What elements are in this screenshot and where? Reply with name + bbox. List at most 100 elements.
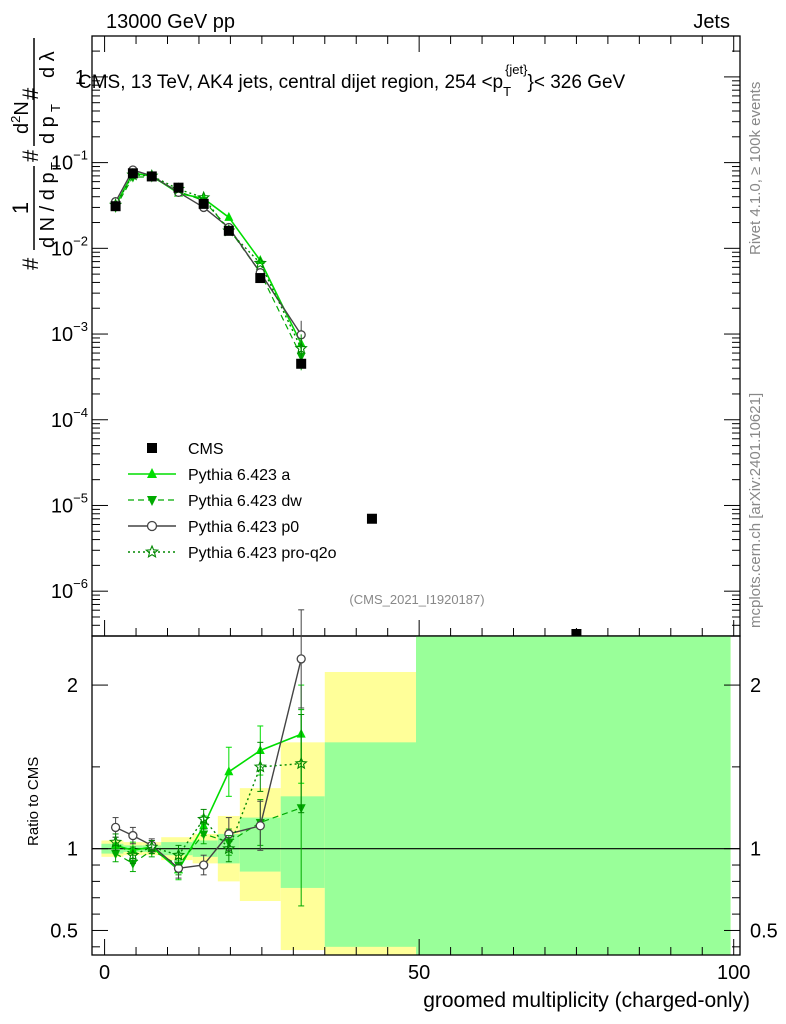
point-cms <box>146 171 157 182</box>
point-cms <box>173 182 184 193</box>
bottom-frame <box>91 635 741 956</box>
ylabel-hash-1: # <box>18 257 43 270</box>
point-cms <box>571 629 582 639</box>
legend: CMS Pythia 6.423 a Pythia 6.423 dw Pythia 6… <box>128 441 337 562</box>
ratio-point-proq2o <box>222 841 236 855</box>
ratio-point-a <box>224 766 234 776</box>
point-cms <box>127 168 138 179</box>
svg-text:T: T <box>48 162 63 170</box>
ylabel-dlam: d λ <box>37 51 59 78</box>
svg-text:d λ: d λ <box>37 51 59 78</box>
xtick-label: 50 <box>408 962 430 984</box>
top-ytick-label: 10−6 <box>51 576 88 603</box>
ratio-point-p0 <box>110 822 121 833</box>
title-main: CMS, 13 TeV, AK4 jets, central dijet reg… <box>78 72 503 93</box>
ratio-plot-panel: 0.5 0.5 1 1 2 2 0 50 100 <box>50 609 778 984</box>
ratio-ytick-label: 1 <box>67 839 78 861</box>
ylabel-t2: T <box>48 104 63 112</box>
title-end: }< 326 GeV <box>528 72 626 93</box>
plot-title: CMS, 13 TeV, AK4 jets, central dijet reg… <box>78 62 626 99</box>
ratio-ytick-label-right: 0.5 <box>750 920 778 942</box>
top-ytick-label: 10−5 <box>51 490 88 517</box>
ylabel-n: N <box>11 101 33 115</box>
ylabel-dn: d N / d p <box>37 172 59 248</box>
ratio-point-proq2o <box>197 812 211 825</box>
series-line-proq2o <box>114 174 302 349</box>
legend-marker-p0 <box>146 520 158 532</box>
ratio-point-proq2o <box>171 848 186 861</box>
svg-text:d p: d p <box>37 116 59 144</box>
point-cms <box>296 358 307 369</box>
ylabel-t1: T <box>48 162 63 170</box>
header-right: Jets <box>693 11 730 33</box>
legend-marker-a <box>147 468 157 478</box>
legend-label-proq2o: Pythia 6.423 pro-q2o <box>188 545 337 562</box>
title-sup: {jet} <box>505 62 528 77</box>
point-proq2o <box>294 341 308 354</box>
svg-text:d2N: d2N <box>8 101 33 134</box>
point-cms <box>366 513 377 524</box>
top-ytick-label: 10−2 <box>51 233 88 260</box>
x-axis-label: groomed multiplicity (charged-only) <box>423 989 750 1012</box>
ratio-point-p0 <box>255 821 265 831</box>
top-ytick-label: 10−3 <box>51 319 88 346</box>
svg-text:#: # <box>18 149 43 162</box>
ratio-ytick-label: 2 <box>67 675 78 697</box>
legend-marker-cms <box>147 443 157 453</box>
ratio-point-dw <box>199 830 209 840</box>
svg-text:1: 1 <box>8 202 33 214</box>
ratio-point-proq2o <box>253 759 267 773</box>
ratio-point-proq2o <box>108 835 123 848</box>
legend-label-cms: CMS <box>188 441 224 458</box>
uncertainty-band-inner <box>416 636 731 955</box>
xtick-label: 0 <box>99 962 110 984</box>
ratio-point-p0 <box>128 830 138 841</box>
main-plot-panel: 10−6 10−5 10−4 10−3 10−2 10−1 1 <box>51 35 741 639</box>
ratio-line-a <box>115 733 302 872</box>
point-cms <box>255 273 266 284</box>
ylabel-two: 2 <box>8 116 23 123</box>
point-cms <box>110 201 121 212</box>
rivet-label: Rivet 4.1.0, ≥ 100k events <box>747 82 764 255</box>
point-a <box>224 211 234 221</box>
xtick-label: 100 <box>717 962 750 984</box>
top-ytick-label: 10−4 <box>51 405 88 432</box>
ratio-point-proq2o <box>145 840 159 853</box>
ratio-point-p0 <box>199 860 209 870</box>
legend-marker-proq2o <box>144 544 160 559</box>
legend-label-dw: Pythia 6.423 dw <box>188 493 302 510</box>
analysis-watermark: (CMS_2021_I1920187) <box>349 592 484 607</box>
svg-text:d N / d p: d N / d p <box>37 172 59 248</box>
top-ytick-label: 1 <box>75 67 86 89</box>
ratio-point-p0 <box>296 654 306 664</box>
ratio-point-proq2o <box>294 756 308 770</box>
ratio-ytick-label: 0.5 <box>50 920 78 942</box>
ylabel-dp: d p <box>37 116 59 144</box>
svg-text:T: T <box>48 104 63 112</box>
ratio-ytick-label-right: 2 <box>750 675 761 697</box>
ratio-point-proq2o <box>126 848 140 861</box>
ratio-point-dw <box>128 859 138 869</box>
ratio-ytick-label-right: 1 <box>750 839 761 861</box>
point-cms <box>223 225 234 236</box>
ylabel-hash-3: # <box>18 87 43 100</box>
ratio-point-dw <box>111 850 121 860</box>
ylabel-one: 1 <box>8 202 33 214</box>
legend-label-a: Pythia 6.423 a <box>188 467 290 484</box>
uncertainty-band-inner <box>280 796 325 888</box>
ylabel-d2: d <box>11 123 33 134</box>
ylabel-hash-2: # <box>18 149 43 162</box>
point-cms <box>198 198 209 209</box>
top-ytick-label: 10−1 <box>51 148 88 175</box>
mcplots-label: mcplots.cern.ch [arXiv:2401.10621] <box>747 393 764 628</box>
title-sub: T <box>503 84 511 99</box>
svg-text:#: # <box>18 257 43 270</box>
uncertainty-band-inner <box>324 742 416 947</box>
legend-marker-dw <box>147 496 157 506</box>
svg-text:#: # <box>18 87 43 100</box>
point-proq2o <box>253 256 267 269</box>
ratio-y-label: Ratio to CMS <box>25 757 42 846</box>
y-axis-label-top: # 1 d N / d p T # d2N d p T # d λ <box>8 38 63 270</box>
header-left: 13000 GeV pp <box>106 11 235 33</box>
